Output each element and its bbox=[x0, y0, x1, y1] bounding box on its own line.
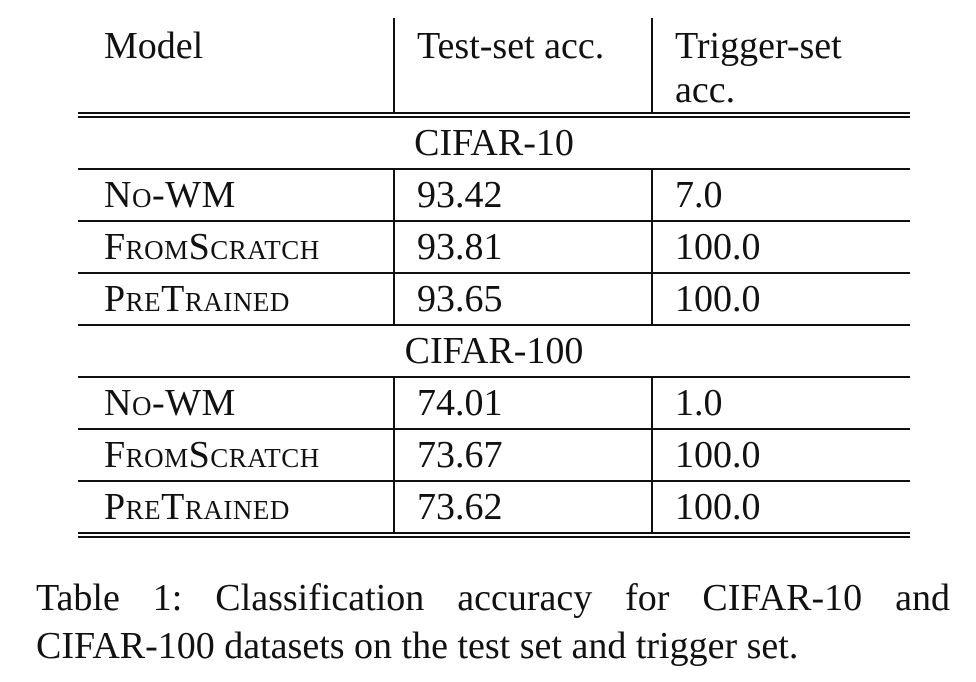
header-trigger-acc-line2: acc. bbox=[675, 69, 736, 111]
cell-trigger-acc: 100.0 bbox=[652, 221, 910, 274]
cell-test-acc: 73.62 bbox=[394, 481, 653, 538]
caption-line-1: Table 1: Classification accuracy for CIF… bbox=[36, 577, 950, 619]
results-table: Model Test-set acc. Trigger-set acc. CIF… bbox=[78, 18, 910, 538]
header-trigger-acc-line1: Trigger-set bbox=[675, 25, 842, 67]
table-row: FromScratch 93.81 100.0 bbox=[78, 221, 910, 274]
cell-model: FromScratch bbox=[78, 429, 395, 482]
table-row: FromScratch 73.67 100.0 bbox=[78, 429, 910, 482]
results-table-container: Model Test-set acc. Trigger-set acc. CIF… bbox=[78, 18, 910, 538]
group-row-cifar10: CIFAR-10 bbox=[78, 112, 910, 170]
table-row: No-WM 74.01 1.0 bbox=[78, 377, 910, 430]
cell-trigger-acc: 100.0 bbox=[652, 273, 910, 326]
table-caption: Table 1: Classification accuracy for CIF… bbox=[36, 574, 950, 670]
table-row: PreTrained 73.62 100.0 bbox=[78, 481, 910, 538]
cell-model: No-WM bbox=[78, 169, 395, 222]
table-row: PreTrained 93.65 100.0 bbox=[78, 273, 910, 326]
cell-model: PreTrained bbox=[78, 273, 395, 326]
table-row: No-WM 93.42 7.0 bbox=[78, 169, 910, 222]
caption-line-2: CIFAR-100 datasets on the test set and t… bbox=[36, 625, 799, 667]
cell-test-acc: 93.65 bbox=[394, 273, 653, 326]
header-test-acc: Test-set acc. bbox=[394, 18, 653, 115]
cell-model: FromScratch bbox=[78, 221, 395, 274]
cell-test-acc: 73.67 bbox=[394, 429, 653, 482]
cell-trigger-acc: 100.0 bbox=[652, 481, 910, 538]
cell-trigger-acc: 100.0 bbox=[652, 429, 910, 482]
cell-test-acc: 74.01 bbox=[394, 377, 653, 430]
table-header-row: Model Test-set acc. Trigger-set acc. bbox=[78, 18, 910, 115]
cell-test-acc: 93.81 bbox=[394, 221, 653, 274]
group-label: CIFAR-100 bbox=[78, 325, 910, 378]
group-row-cifar100: CIFAR-100 bbox=[78, 325, 910, 378]
cell-model: PreTrained bbox=[78, 481, 395, 538]
cell-trigger-acc: 1.0 bbox=[652, 377, 910, 430]
header-trigger-acc: Trigger-set acc. bbox=[652, 18, 910, 115]
header-model: Model bbox=[78, 18, 395, 115]
group-label: CIFAR-10 bbox=[78, 112, 910, 170]
cell-test-acc: 93.42 bbox=[394, 169, 653, 222]
cell-model: No-WM bbox=[78, 377, 395, 430]
cell-trigger-acc: 7.0 bbox=[652, 169, 910, 222]
